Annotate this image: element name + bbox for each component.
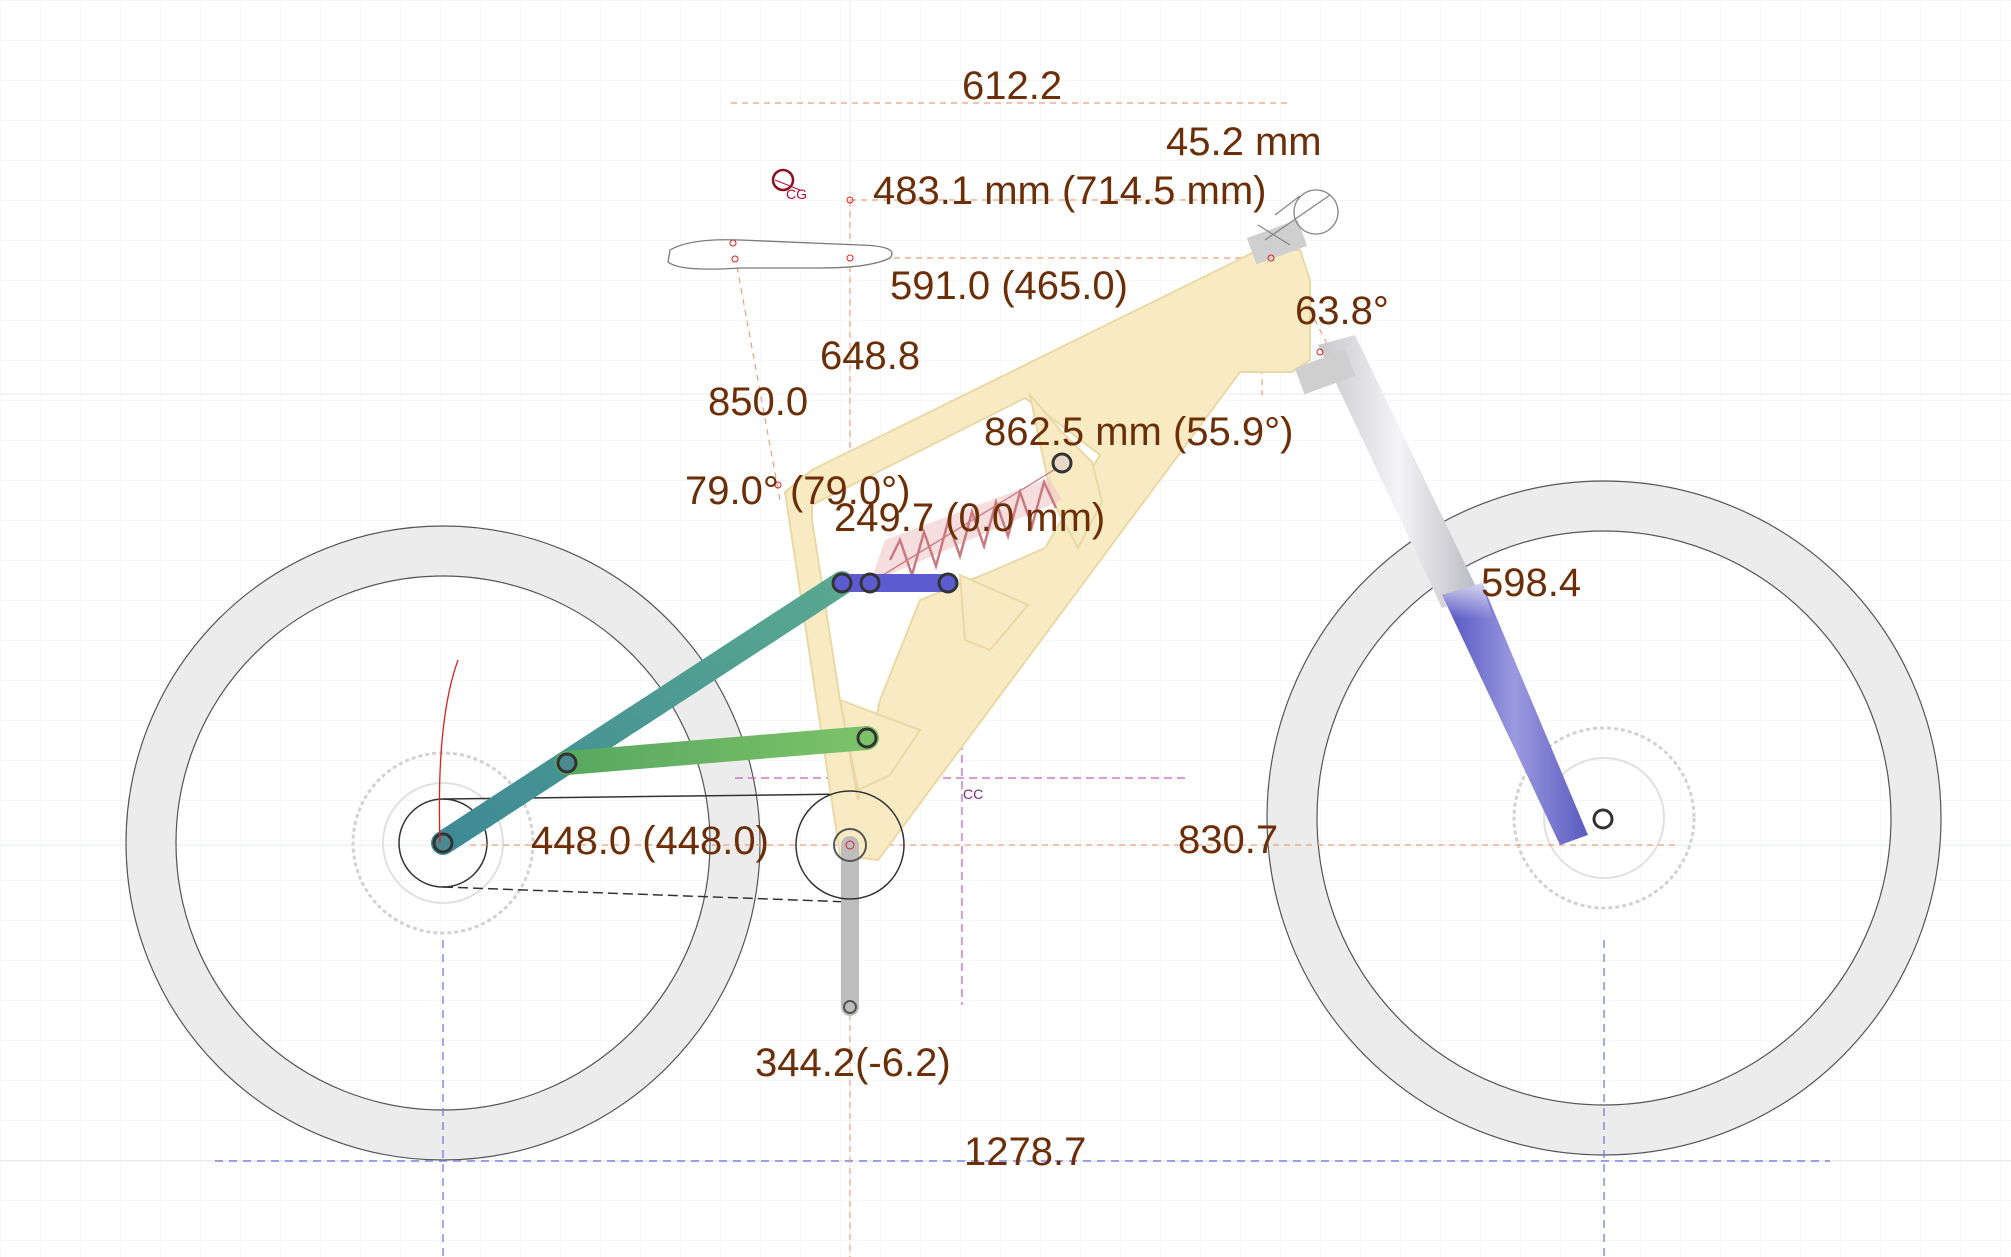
cc-label: CC [963, 786, 983, 802]
lower-link [555, 726, 879, 775]
cockpit [1257, 189, 1339, 246]
shock-upper-eye[interactable] [1051, 452, 1073, 474]
dim-headset-spacer: 45.2 mm [1166, 120, 1322, 164]
dim-shock-travel: 249.7 (0.0 mm) [834, 496, 1105, 540]
lower-link-pivot[interactable] [856, 727, 878, 749]
dim-seat-angle: 79.0° (79.0°) [685, 469, 910, 513]
rear-axle-pivot[interactable] [432, 832, 454, 854]
rear-wheel[interactable] [125, 525, 761, 1161]
rear-tire [126, 526, 760, 1160]
pedal-axle [843, 1000, 857, 1014]
dim-fork-length: 598.4 [1481, 561, 1581, 605]
frame-front-triangle [783, 249, 1311, 862]
dimension-labels: 612.2 45.2 mm 483.1 mm (714.5 mm) 591.0 … [531, 64, 1581, 1174]
chainring [795, 790, 905, 900]
cg-marker: CG [771, 168, 807, 202]
rocker-pivot-mid[interactable] [859, 572, 881, 594]
rear-brake-rotor [351, 751, 535, 935]
rocker-pivot-right[interactable] [937, 572, 959, 594]
anchor-points [729, 196, 1324, 850]
axle-path-trace [438, 659, 459, 844]
dim-bb-height: 344.2(-6.2) [755, 1041, 951, 1085]
dim-wheelbase: 1278.7 [964, 1130, 1086, 1174]
seatstay-mid-pivot[interactable] [556, 752, 578, 774]
dim-seat-height: 850.0 [708, 380, 808, 424]
headset-lower [1294, 349, 1356, 395]
dim-stack: 483.1 mm (714.5 mm) [873, 169, 1266, 213]
frame-lower-gusset [838, 698, 922, 792]
linkage[interactable] [431, 452, 1614, 855]
dim-shock-eye-to-eye: 862.5 mm (55.9°) [984, 410, 1293, 454]
frame-shock-mount [958, 573, 1030, 652]
dim-chainstay: 448.0 (448.0) [531, 819, 769, 863]
front-axle[interactable] [1592, 808, 1614, 830]
dim-head-angle: 63.8° [1295, 289, 1389, 333]
fork[interactable] [1246, 219, 1588, 845]
rocker-pivot-left[interactable] [831, 572, 853, 594]
dim-front-center: 830.7 [1178, 818, 1278, 862]
fork-lower-leg [1442, 583, 1588, 845]
seatstay [431, 571, 854, 855]
fork-stanchion [1318, 335, 1480, 608]
dim-reach-total: 612.2 [962, 64, 1062, 108]
saddle [667, 239, 893, 270]
headset-upper [1246, 219, 1308, 265]
rear-shock[interactable] [869, 464, 1063, 584]
cg-label: CG [786, 186, 807, 202]
front-brake-rotor [1512, 726, 1696, 910]
dim-effective-top-tube: 591.0 (465.0) [890, 264, 1128, 308]
crank[interactable] [795, 790, 905, 1016]
shock-spring [888, 478, 1058, 580]
dim-seat-tube-length: 648.8 [820, 334, 920, 378]
